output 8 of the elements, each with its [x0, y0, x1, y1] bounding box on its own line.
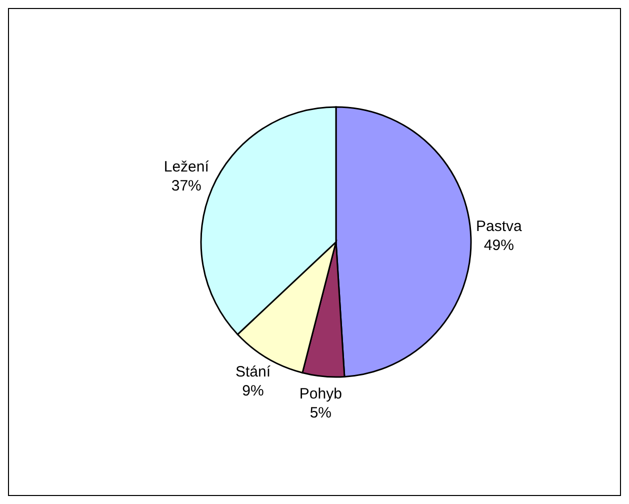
slice-label: Ležení [164, 158, 210, 176]
data-label: 9% [242, 382, 264, 400]
data-label: 37% [171, 177, 202, 194]
slice-label: Stání [236, 363, 272, 380]
slice-label: Pastva [476, 218, 523, 235]
slice-label: Pohyb [299, 385, 342, 402]
data-label: 5% [310, 404, 332, 422]
data-label: 49% [484, 236, 514, 254]
